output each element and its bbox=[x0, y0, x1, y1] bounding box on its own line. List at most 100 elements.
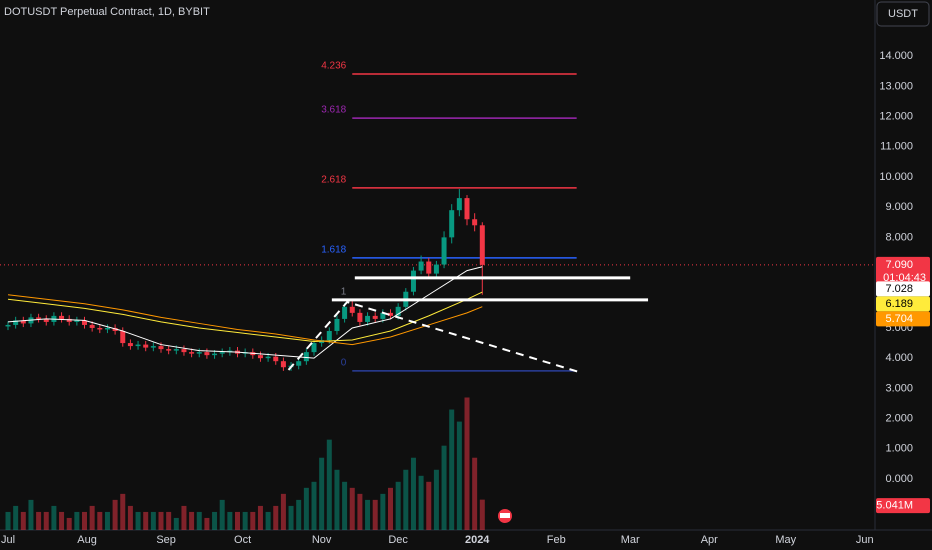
candle-body bbox=[189, 352, 195, 354]
volume-bar bbox=[372, 499, 378, 530]
candle-body bbox=[89, 324, 95, 328]
candle-body bbox=[380, 312, 386, 319]
volume-bar bbox=[89, 505, 95, 530]
candle-body bbox=[273, 356, 279, 362]
candle-body bbox=[365, 315, 371, 322]
candle-body bbox=[342, 306, 348, 319]
volume-bar bbox=[441, 445, 447, 530]
volume-bar bbox=[257, 505, 263, 530]
volume-bar bbox=[219, 499, 225, 530]
candle-body bbox=[388, 312, 394, 316]
candle-body bbox=[82, 320, 88, 325]
volume-tag: 5.041M bbox=[876, 500, 913, 512]
volume-bar bbox=[5, 511, 11, 530]
volume-bar bbox=[20, 511, 26, 530]
volume-bar bbox=[235, 511, 241, 530]
last-price-tag: 7.090 bbox=[885, 259, 913, 271]
fib-label: 1 bbox=[341, 287, 347, 298]
fib-label: 1.618 bbox=[321, 245, 346, 256]
volume-bar bbox=[288, 505, 294, 530]
ma-tag: 5.704 bbox=[885, 313, 913, 325]
candle-body bbox=[20, 320, 26, 324]
volume-bar bbox=[395, 481, 401, 530]
candle-body bbox=[357, 312, 363, 322]
candle-body bbox=[303, 352, 309, 362]
volume-bar bbox=[296, 499, 302, 530]
x-tick-label: Jun bbox=[856, 534, 874, 546]
y-tick-label: 14.000 bbox=[879, 50, 913, 62]
candle-body bbox=[181, 349, 187, 353]
y-tick-label: 13.000 bbox=[879, 80, 913, 92]
candle-body bbox=[410, 270, 416, 292]
ma-tag-bg bbox=[876, 311, 930, 327]
candle-body bbox=[74, 320, 80, 322]
candle-body bbox=[120, 330, 126, 344]
volume-bar bbox=[43, 511, 49, 530]
volume-bar bbox=[456, 421, 462, 530]
candle-body bbox=[472, 219, 478, 226]
volume-bar bbox=[265, 511, 271, 530]
y-tick-label: 9.000 bbox=[885, 201, 913, 213]
volume-bar bbox=[479, 499, 485, 530]
x-tick-label: Oct bbox=[234, 534, 251, 546]
candle-body bbox=[173, 349, 179, 351]
volume-bar bbox=[464, 397, 470, 530]
candle-body bbox=[150, 346, 156, 348]
fib-label: 0 bbox=[341, 357, 347, 368]
volume-bar bbox=[319, 457, 325, 530]
moving-average bbox=[7, 291, 483, 343]
volume-bar bbox=[204, 517, 210, 530]
volume-bar bbox=[36, 511, 42, 530]
volume-bar bbox=[59, 511, 65, 530]
y-tick-label: 2.000 bbox=[885, 412, 913, 424]
chart-title: DOTUSDT Perpetual Contract, 1D, BYBIT bbox=[4, 6, 210, 18]
y-tick-label: 11.000 bbox=[880, 141, 913, 153]
moving-average bbox=[7, 294, 483, 346]
currency-button[interactable] bbox=[876, 1, 930, 27]
candle-body bbox=[311, 343, 317, 353]
fib-label: 4.236 bbox=[321, 61, 346, 72]
volume-bar bbox=[127, 505, 133, 530]
candle-body bbox=[479, 225, 485, 265]
event-icon-flag bbox=[500, 513, 510, 518]
volume-bar bbox=[433, 469, 439, 530]
volume-bar bbox=[426, 481, 432, 530]
volume-bar bbox=[189, 511, 195, 530]
candle-body bbox=[112, 327, 118, 331]
volume-bar bbox=[82, 511, 88, 530]
x-tick-label: Aug bbox=[77, 534, 97, 546]
volume-bar bbox=[280, 493, 286, 530]
y-tick-label: 8.000 bbox=[885, 231, 913, 243]
volume-bar bbox=[380, 493, 386, 530]
volume-bar bbox=[196, 511, 202, 530]
volume-bar bbox=[418, 475, 424, 530]
candle-body bbox=[395, 306, 401, 316]
volume-bar bbox=[311, 481, 317, 530]
candle-body bbox=[280, 361, 286, 368]
candle-body bbox=[372, 315, 378, 319]
candle-body bbox=[36, 317, 42, 319]
volume-bar bbox=[410, 457, 416, 530]
currency-label: USDT bbox=[888, 8, 918, 20]
candle-body bbox=[426, 261, 432, 274]
y-tick-label: 0.000 bbox=[885, 473, 913, 485]
volume-bar bbox=[334, 469, 340, 530]
volume-bar bbox=[212, 511, 218, 530]
volume-bar bbox=[449, 409, 455, 530]
candle-body bbox=[97, 327, 103, 330]
volume-bar bbox=[403, 469, 409, 530]
x-tick-label: Feb bbox=[547, 534, 566, 546]
ma-tag-bg bbox=[876, 281, 930, 297]
candle-body bbox=[135, 344, 141, 347]
volume-bar bbox=[357, 493, 363, 530]
x-tick-label: Apr bbox=[701, 534, 718, 546]
candle-body bbox=[5, 324, 11, 327]
y-tick-label: 12.000 bbox=[879, 110, 913, 122]
candle-body bbox=[13, 320, 19, 325]
volume-bar bbox=[181, 505, 187, 530]
x-tick-label: Sep bbox=[156, 534, 176, 546]
volume-bar bbox=[227, 511, 233, 530]
volume-bar bbox=[135, 511, 141, 530]
